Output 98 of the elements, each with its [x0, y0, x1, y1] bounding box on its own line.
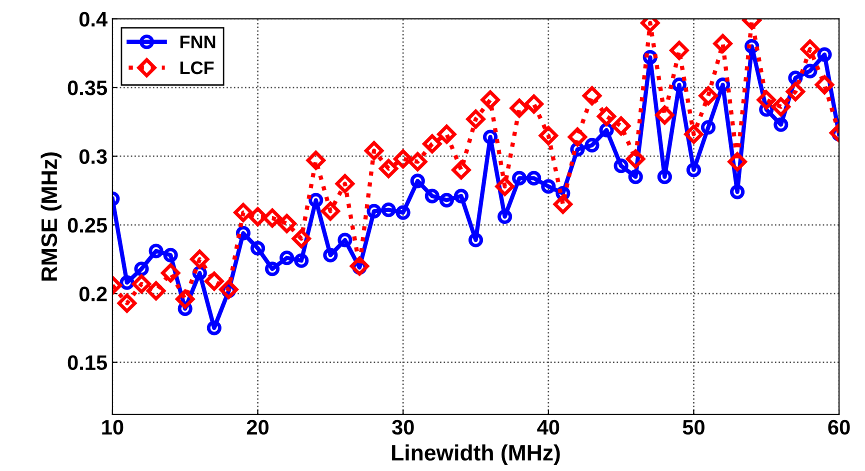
point [655, 105, 674, 125]
point [280, 250, 294, 266]
legend-label: FNN [180, 36, 216, 48]
point [452, 160, 471, 180]
point [498, 209, 512, 224]
point [338, 232, 352, 248]
point [160, 263, 180, 283]
point [526, 170, 542, 186]
point [250, 240, 266, 256]
point [756, 90, 776, 110]
point [439, 192, 454, 208]
point [381, 202, 396, 218]
point [323, 248, 338, 262]
point [204, 272, 224, 291]
point [396, 205, 410, 220]
point [234, 202, 253, 222]
point [262, 208, 282, 228]
point [814, 75, 834, 94]
point [495, 176, 514, 196]
point [148, 244, 164, 258]
point [774, 117, 788, 132]
point [553, 194, 573, 214]
x-tick-label: 50 [682, 420, 704, 435]
x-tick-label: 30 [392, 420, 414, 435]
point [510, 98, 529, 118]
point [771, 97, 791, 116]
point [134, 262, 149, 276]
y-tick-label: 0.2 [79, 286, 107, 302]
point [480, 90, 500, 110]
point [538, 126, 558, 146]
point [454, 188, 469, 204]
point [294, 253, 309, 268]
point [728, 152, 747, 172]
point [378, 158, 398, 178]
point [802, 64, 818, 78]
y-tick-label: 0.25 [68, 218, 108, 233]
point [410, 174, 425, 188]
point [265, 262, 280, 276]
point [190, 250, 210, 269]
point [628, 170, 643, 184]
point [146, 281, 166, 300]
legend-label: LCF [180, 61, 214, 74]
point [366, 204, 382, 218]
point [364, 141, 384, 160]
point [730, 184, 745, 200]
point [700, 120, 716, 135]
x-tick-label: 60 [828, 420, 850, 435]
x-tick-label: 40 [537, 420, 560, 435]
point [596, 106, 616, 126]
point [482, 130, 498, 144]
point [117, 294, 137, 313]
point [248, 207, 268, 226]
point [277, 214, 296, 234]
point [306, 150, 326, 170]
point [335, 174, 355, 194]
point [408, 152, 428, 172]
point [437, 124, 456, 144]
point [614, 158, 628, 174]
x-axis-title: Linewidth (MHz) [392, 444, 560, 466]
point [524, 94, 544, 114]
point [163, 248, 178, 262]
point [817, 47, 832, 62]
point [468, 232, 484, 248]
point [466, 110, 486, 129]
y-tick-label: 0.3 [79, 149, 107, 164]
y-tick-label: 0.15 [68, 355, 108, 370]
point [611, 116, 631, 136]
point [541, 179, 556, 194]
point [320, 202, 340, 221]
point [308, 192, 324, 208]
point [584, 138, 600, 153]
point [512, 170, 527, 186]
y-tick-label: 0.35 [68, 80, 108, 96]
point [132, 274, 152, 294]
point [582, 86, 602, 106]
x-tick-label: 10 [102, 420, 124, 435]
x-tick-label: 20 [246, 420, 269, 435]
point [292, 229, 311, 248]
y-tick-label: 0.4 [79, 12, 108, 27]
point [206, 320, 222, 336]
point [219, 280, 238, 300]
point [176, 289, 195, 309]
point [568, 127, 588, 147]
point [394, 149, 413, 169]
point [670, 40, 689, 60]
point [800, 39, 820, 59]
point [713, 34, 732, 54]
point [684, 124, 704, 144]
point [672, 77, 686, 92]
point [786, 82, 806, 102]
point [657, 170, 672, 184]
point [698, 86, 718, 106]
point [686, 162, 702, 178]
point [626, 149, 646, 169]
point [350, 256, 370, 276]
point [422, 134, 442, 154]
point [424, 188, 440, 204]
y-axis-title: RMSE (MHz) [40, 152, 62, 281]
